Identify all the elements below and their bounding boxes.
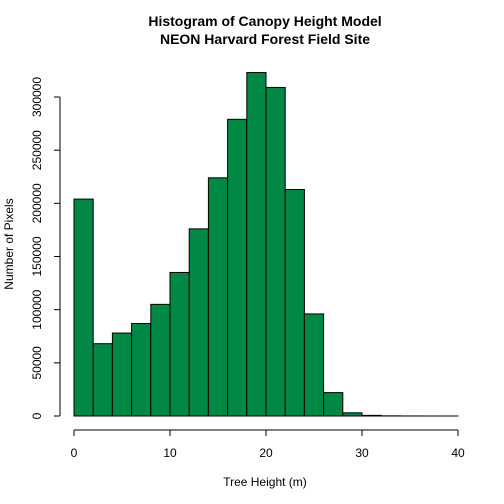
y-tick-label: 250000 [30,130,44,170]
y-tick-label: 0 [30,412,44,419]
y-tick-label: 50000 [30,346,44,380]
histogram-bar [188,228,209,417]
chart-title: Histogram of Canopy Height Model [148,13,381,29]
x-tick-label: 40 [451,446,465,460]
bars-group [73,72,459,417]
chart-subtitle: NEON Harvard Forest Field Site [160,31,370,47]
histogram-bar [207,177,229,417]
x-tick-label: 30 [355,446,369,460]
histogram-bar [284,189,305,417]
x-tick-label: 20 [259,446,273,460]
y-tick-label: 200000 [30,183,44,223]
histogram-bar [131,322,152,417]
x-tick-label: 10 [163,446,177,460]
histogram-bar [92,343,113,417]
y-tick-label: 300000 [30,77,44,117]
histogram-bar [265,86,286,417]
histogram-bar [303,313,325,417]
histogram-bar [169,271,190,417]
histogram-bar [246,72,267,417]
y-axis-label: Number of Pixels [2,198,16,289]
histogram-bar [361,414,382,417]
y-tick-label: 100000 [30,289,44,329]
x-axis-label: Tree Height (m) [223,475,307,489]
histogram-bar [111,332,133,417]
histogram-bar [73,198,94,417]
x-tick-label: 0 [71,446,78,460]
histogram-bar [227,118,248,417]
x-axis: 0 10 20 30 40 [71,429,465,460]
y-tick-label: 150000 [30,236,44,276]
histogram-bar [342,412,363,417]
histogram-bar [323,392,344,417]
y-axis: 0 50000 100000 150000 200000 250000 300000 [30,77,61,419]
histogram-bar [150,303,171,417]
